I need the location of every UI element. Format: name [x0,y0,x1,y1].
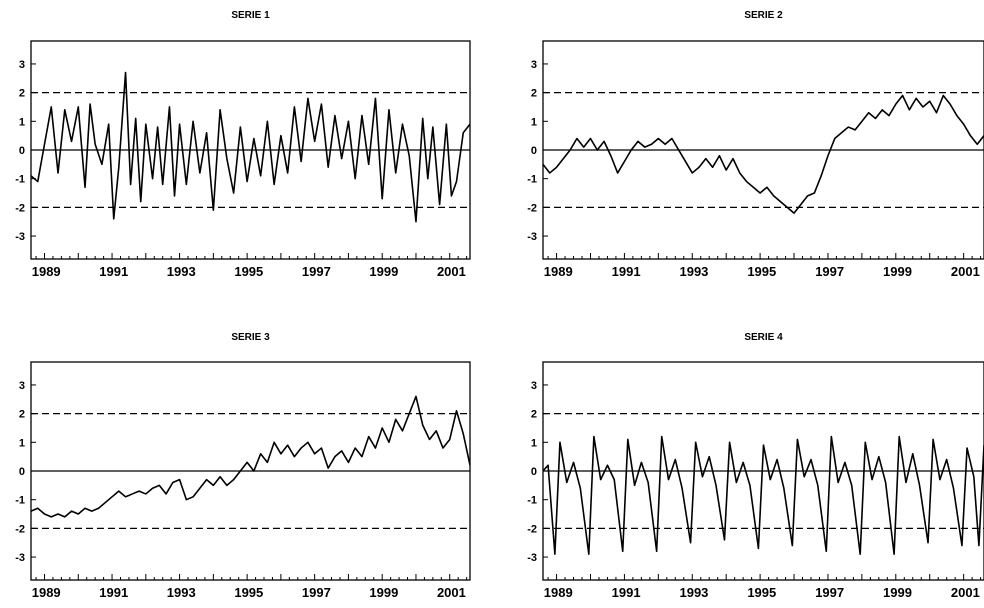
y-tick-label: -2 [15,202,25,214]
x-tick-label: 2001 [437,585,466,600]
x-tick-label: 1991 [99,264,128,279]
chart-title: SERIE 1 [231,10,270,21]
x-tick-label: 1989 [544,264,573,279]
plot-frame [30,361,471,581]
x-tick-label: 1995 [234,585,263,600]
x-tick-label: 1999 [369,264,398,279]
plot-frame [542,40,984,260]
y-tick-label: 3 [531,380,537,392]
x-tick-label: 1993 [167,264,196,279]
series-line [31,395,470,518]
series-line [31,71,470,223]
x-tick-label: 2001 [437,264,466,279]
x-tick-label: 1995 [234,264,263,279]
y-tick-label: 0 [19,145,25,157]
y-tick-label: 2 [531,88,537,100]
x-tick-label: 1999 [369,585,398,600]
chart-title: SERIE 3 [231,332,270,343]
y-tick-label: -2 [15,523,25,535]
y-tick-label: 1 [531,116,537,128]
y-tick-label: -3 [15,231,25,243]
x-tick-label: 1993 [167,585,196,600]
y-tick-label: -1 [15,174,25,186]
y-tick-label: 1 [531,437,537,449]
y-tick-label: 3 [19,380,25,392]
series-line [543,94,984,214]
x-tick-label: 1991 [99,585,128,600]
plot-frame [542,361,984,581]
x-tick-label: 1989 [544,585,573,600]
y-tick-label: -1 [527,174,537,186]
plot-frame [30,40,471,260]
x-tick-label: 2001 [951,264,980,279]
y-tick-label: 0 [531,466,537,478]
x-tick-label: 1991 [612,264,641,279]
x-tick-label: 1999 [883,585,912,600]
chart-title: SERIE 2 [744,10,783,21]
x-tick-label: 1995 [747,264,776,279]
x-tick-label: 1993 [679,585,708,600]
chart-panel-1: SERIE 1 3 2 1 0 -1 -2 -3 1989 1991 1993 1995 1997 199… [15,10,471,279]
chart-title: SERIE 4 [744,332,783,343]
y-tick-label: -3 [15,552,25,564]
y-tick-label: 3 [531,59,537,71]
y-tick-label: 2 [19,88,25,100]
y-tick-label: -3 [527,231,537,243]
x-tick-label: 1991 [612,585,641,600]
y-tick-label: 2 [531,409,537,421]
chart-panel-2: SERIE 2 3 2 1 0 -1 -2 -3 1989 1991 1993 1995 1997 199… [527,10,984,279]
y-tick-label: 3 [19,59,25,71]
y-tick-label: 0 [531,145,537,157]
x-tick-label: 1989 [32,585,61,600]
y-tick-label: 0 [19,466,25,478]
y-tick-label: -1 [527,495,537,507]
x-tick-label: 1997 [815,585,844,600]
chart-panel-4: SERIE 4 3 2 1 0 -1 -2 -3 1989 1991 1993 1995 1997 199… [527,332,984,600]
x-tick-label: 1989 [32,264,61,279]
x-tick-label: 1997 [302,264,331,279]
x-tick-label: 1993 [679,264,708,279]
y-tick-label: 1 [19,116,25,128]
y-tick-label: 1 [19,437,25,449]
y-tick-label: -2 [527,202,537,214]
x-tick-label: 1995 [747,585,776,600]
x-tick-label: 1999 [883,264,912,279]
x-tick-label: 2001 [951,585,980,600]
series-line [543,435,984,555]
chart-panel-3: SERIE 3 3 2 1 0 -1 -2 -3 1989 1991 1993 1995 1997 199… [15,332,471,600]
y-tick-label: -2 [527,523,537,535]
x-tick-label: 1997 [302,585,331,600]
y-tick-label: 2 [19,409,25,421]
y-tick-label: -3 [527,552,537,564]
y-tick-label: -1 [15,495,25,507]
x-tick-label: 1997 [815,264,844,279]
